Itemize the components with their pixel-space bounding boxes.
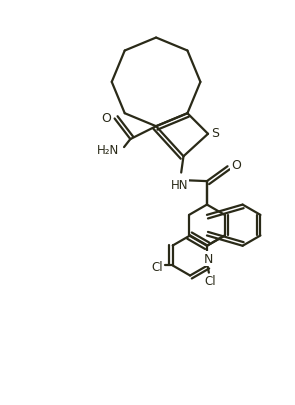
Text: HN: HN (171, 179, 189, 192)
Text: S: S (212, 127, 219, 140)
Text: Cl: Cl (204, 275, 216, 288)
Text: Cl: Cl (151, 261, 163, 274)
Text: O: O (231, 159, 241, 172)
Text: O: O (101, 111, 111, 124)
Text: H₂N: H₂N (97, 143, 119, 156)
Text: N: N (204, 252, 213, 265)
